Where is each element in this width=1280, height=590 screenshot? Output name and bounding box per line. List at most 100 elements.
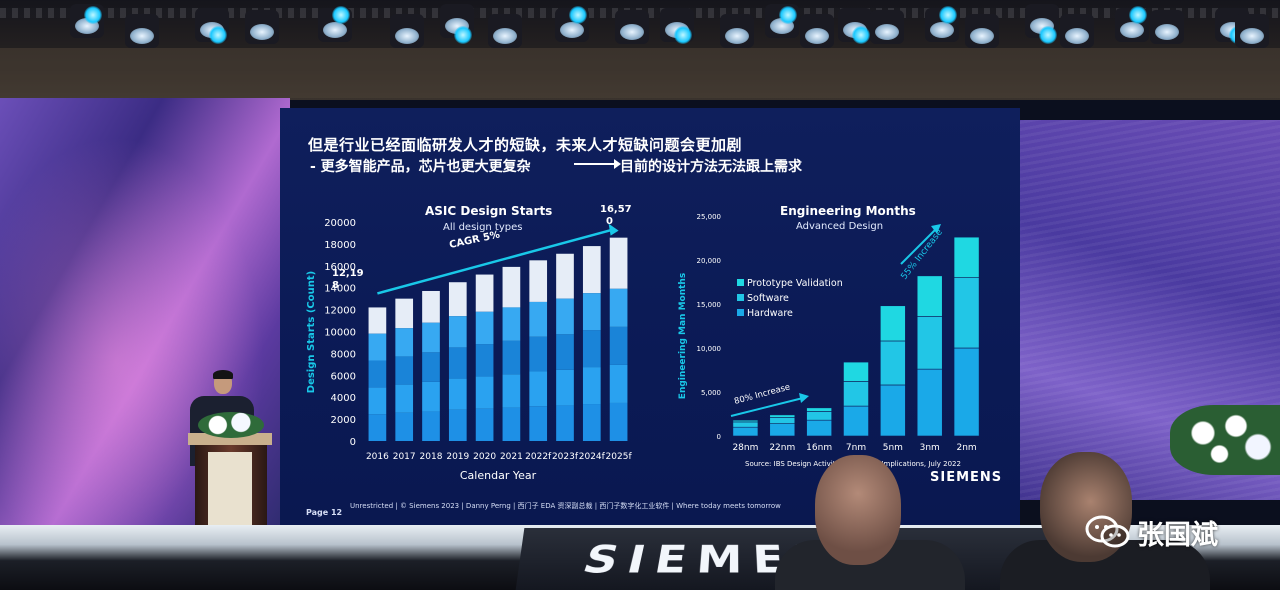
engineering-bar-segment [953, 347, 980, 437]
legend-entry: Hardware [747, 308, 793, 319]
asic-y-tick-label: 4000 [331, 393, 356, 404]
stage-light [245, 10, 279, 44]
chart-source: Source: IBS Design Activiti [745, 460, 837, 468]
asic-bar-segment [582, 367, 601, 405]
asic-y-tick-label: 12000 [324, 306, 356, 317]
engineering-x-tick-label: 3nm [920, 443, 940, 453]
asic-bar-segment [582, 330, 601, 368]
increase-arrowhead-low [799, 393, 809, 403]
engineering-bar-segment [843, 381, 869, 407]
engineering-bar-segment [916, 316, 943, 370]
asic-y-tick-label: 8000 [331, 349, 356, 360]
engineering-bar-segment [769, 414, 796, 418]
arrow-right-icon [574, 159, 621, 169]
engineering-bar-segment [880, 384, 906, 437]
engineering-bar-segment [806, 411, 832, 421]
legend-entry: Software [747, 293, 789, 304]
increase-arrow-low [730, 397, 804, 417]
asic-x-tick-label: 2024f [579, 452, 606, 462]
engineering-y-tick-label: 15,000 [697, 301, 722, 309]
stage-light [800, 14, 834, 48]
watermark: 张国斌 [1085, 512, 1218, 552]
asic-bar-segment [368, 387, 387, 415]
asic-bar-segment [448, 316, 467, 348]
engineering-bar-segment [880, 340, 906, 386]
wechat-icon [1085, 515, 1130, 548]
asic-x-tick-label: 2017 [393, 452, 416, 462]
engineering-x-tick-label: 16nm [806, 443, 832, 453]
asic-bar-upper [582, 246, 601, 294]
engineering-bar-segment [806, 407, 832, 412]
cagr-trend-arrow [377, 228, 613, 295]
engineering-bar-segment [843, 361, 869, 382]
asic-bar-segment [475, 344, 494, 377]
slide-title: 但是行业已经面临研发人才的短缺，未来人才短缺问题会更加剧 [308, 136, 743, 154]
asic-bar-segment [475, 311, 494, 345]
asic-y-tick-label: 0 [350, 437, 356, 448]
light-beam [779, 6, 797, 24]
engineering-x-tick-label: 2nm [956, 443, 976, 453]
slide-footer: Unrestricted | © Siemens 2023 | Danny Pe… [350, 502, 781, 510]
asic-y-tick-label: 2000 [331, 415, 356, 426]
asic-bar-segment [529, 301, 548, 337]
asic-x-tick-label: 2020 [473, 452, 496, 462]
increase-arrowhead-high [931, 224, 941, 234]
asic-bar-segment [556, 369, 574, 406]
stage-light [1150, 10, 1184, 44]
asic-bar-segment [502, 407, 521, 441]
asic-bar-segment [556, 405, 574, 441]
podium-panel [208, 452, 252, 537]
asic-bar-upper [502, 266, 521, 308]
asic-bar-segment [475, 376, 494, 409]
asic-chart-title: ASIC Design Starts [425, 204, 553, 218]
asic-bar-segment [448, 347, 467, 379]
asic-bar-segment [448, 409, 467, 441]
asic-y-tick-label: 14000 [324, 284, 356, 295]
asic-start-label: 12,19 [332, 268, 364, 279]
legend-swatch [737, 279, 744, 286]
asic-bar-segment [422, 411, 440, 441]
legend-entry: Prototype Validation [747, 278, 843, 289]
asic-bar-segment [422, 352, 440, 382]
slide-subtitle-right: 目前的设计方法无法跟上需求 [620, 159, 802, 175]
stage-light [1060, 14, 1094, 48]
engineering-bar-segment [843, 405, 869, 437]
engineering-x-tick-label: 7nm [846, 443, 866, 453]
asic-bar-segment [556, 298, 574, 335]
asic-y-axis-label: Design Starts (Count) [306, 271, 317, 393]
asic-bar-segment [422, 322, 440, 353]
asic-bar-upper [422, 290, 440, 323]
right-flowers [1170, 405, 1280, 475]
light-beam [84, 6, 102, 24]
engineering-bar-segment [732, 426, 759, 437]
asic-bar-upper [529, 260, 548, 302]
asic-bar-segment [609, 326, 628, 365]
asic-bar-segment [395, 328, 414, 357]
asic-y-tick-label: 20000 [324, 218, 356, 229]
stage-light [870, 10, 904, 44]
asic-bar-segment [502, 340, 521, 375]
presenter-hair [213, 370, 233, 379]
engineering-chart-subtitle: Advanced Design [796, 221, 884, 232]
asic-y-tick-label: 10000 [324, 328, 356, 339]
asic-chart-subtitle: All design types [443, 222, 523, 233]
asic-y-tick-label: 6000 [331, 371, 356, 382]
light-beam [1039, 26, 1057, 44]
stage-light [615, 10, 649, 44]
asic-bar-segment [609, 288, 628, 327]
stage-light [1235, 14, 1269, 48]
engineering-chart-title: Engineering Months [780, 204, 916, 218]
asic-bar-segment [395, 356, 414, 385]
asic-bar-upper [609, 237, 628, 289]
stage-light [488, 14, 522, 48]
light-beam [674, 26, 692, 44]
asic-bar-segment [502, 307, 521, 341]
asic-bar-segment [609, 402, 628, 441]
asic-x-tick-label: 2018 [420, 452, 443, 462]
cagr-annotation: CAGR 5% [448, 229, 501, 250]
light-beam [332, 6, 350, 24]
presentation-slide: 但是行业已经面临研发人才的短缺，未来人才短缺问题会更加剧 - 更多智能产品，芯片… [280, 108, 1020, 528]
asic-bar-segment [395, 412, 414, 441]
asic-bar-segment [556, 334, 574, 370]
